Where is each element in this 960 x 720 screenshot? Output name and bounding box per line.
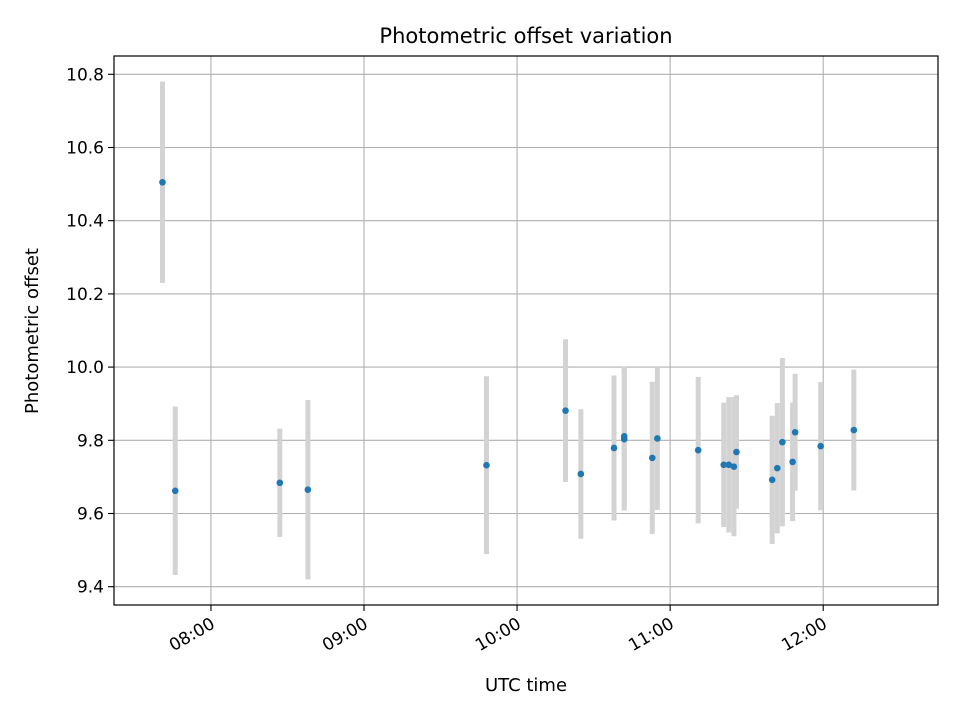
data-point: [483, 461, 490, 469]
data-point: [648, 454, 656, 462]
data-points: [159, 178, 858, 495]
y-tick-label: 9.4: [77, 578, 104, 598]
y-axis-ticks: 9.4 9.6 9.8 10.0 10.2 10.4 10.6 10.8: [66, 65, 114, 598]
data-point: [733, 448, 740, 456]
data-point: [789, 458, 796, 466]
data-point: [577, 470, 585, 478]
y-axis-label: Photometric offset: [22, 248, 43, 414]
y-tick-label: 9.8: [77, 431, 104, 451]
data-point: [791, 428, 799, 436]
x-axis-label: UTC time: [485, 675, 567, 696]
data-point: [850, 426, 858, 434]
y-tick-label: 10.0: [66, 358, 104, 378]
data-point: [773, 464, 781, 472]
data-point: [620, 432, 628, 440]
chart-title: Photometric offset variation: [379, 24, 672, 48]
data-point: [768, 476, 776, 484]
y-tick-label: 10.8: [66, 65, 104, 85]
data-point: [654, 435, 661, 442]
grid-lines: [114, 56, 938, 605]
data-point: [730, 463, 738, 470]
data-point: [725, 461, 733, 469]
data-point: [817, 442, 824, 450]
data-point: [276, 479, 284, 487]
data-point: [562, 407, 569, 414]
data-point: [720, 461, 728, 469]
data-point: [610, 444, 618, 452]
plot-frame: [113, 55, 939, 606]
data-point: [159, 178, 166, 186]
y-tick-label: 10.2: [66, 285, 104, 305]
data-point: [171, 487, 179, 495]
y-tick-label: 10.4: [66, 212, 104, 232]
y-tick-label: 10.6: [66, 139, 104, 159]
data-point: [694, 446, 702, 454]
data-point: [304, 486, 312, 494]
y-tick-label: 9.6: [77, 505, 104, 525]
data-point: [779, 438, 786, 446]
